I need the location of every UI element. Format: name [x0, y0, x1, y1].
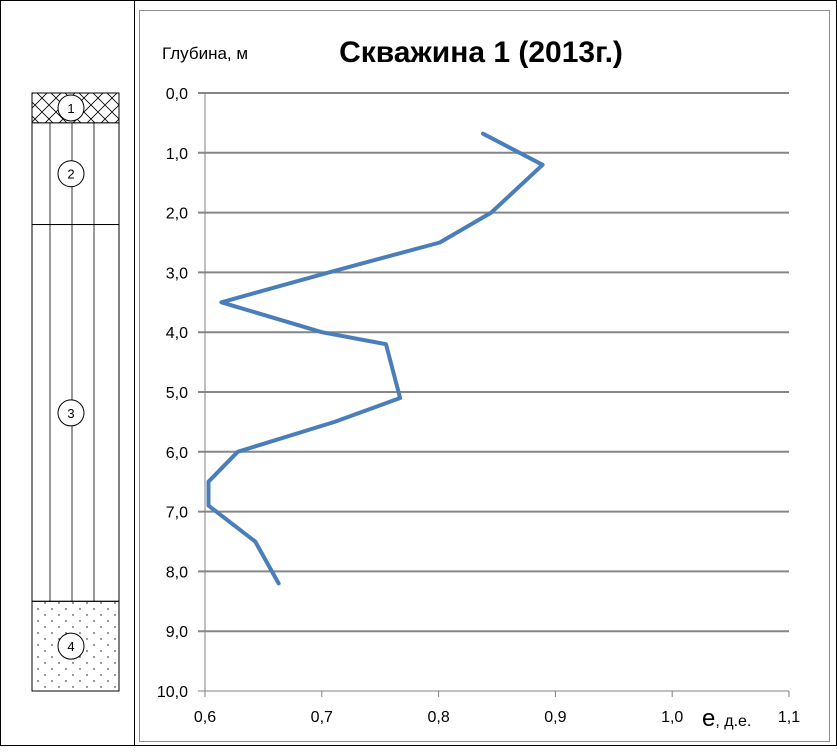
x-tick-label: 0,6 [194, 709, 216, 726]
chart-area-border [139, 10, 830, 742]
y-tick-label: 9,0 [166, 624, 188, 641]
layer-number-circle [57, 160, 85, 188]
y-tick-labels: 0,0 1,0 2,0 3,0 4,0 5,0 6,0 7,0 8,0 9,0 10,0 [157, 86, 188, 701]
series-line [206, 131, 545, 586]
y-tick-label: 7,0 [166, 505, 188, 522]
y-tick-label: 6,0 [166, 445, 188, 462]
lithology-column: 1 2 3 4 [31, 92, 120, 692]
y-axis-label: Глубина, м [162, 44, 248, 63]
x-tick-label: 0,9 [544, 709, 566, 726]
layer-4: 4 [31, 600, 120, 692]
layer-number: 1 [67, 101, 74, 116]
layer-number-circle [57, 399, 85, 427]
layer-number-circle [57, 94, 85, 122]
x-tick-labels: 0,6 0,7 0,8 0,9 1,0 1,1 [194, 709, 800, 726]
layer-fill [31, 600, 120, 692]
x-tick-label: 0,7 [311, 709, 333, 726]
x-axis-label: e, д.е. [702, 705, 751, 732]
gridlines [198, 92, 790, 697]
y-tick-label: 2,0 [166, 206, 188, 223]
series-layer [206, 131, 545, 586]
layer-number: 3 [67, 406, 74, 421]
x-axis-label-symbol: e [702, 705, 715, 732]
layer-number: 2 [67, 167, 74, 182]
y-tick-label: 0,0 [166, 86, 188, 103]
layer-1: 1 [31, 92, 120, 124]
y-tick-label: 10,0 [157, 684, 188, 701]
layer-3: 3 [31, 224, 120, 602]
y-tick-label: 3,0 [166, 265, 188, 282]
layer-number-circle [57, 632, 85, 660]
x-axis-label-unit: , д.е. [715, 713, 751, 730]
x-tick-label: 1,0 [661, 709, 683, 726]
layer-number: 4 [67, 639, 74, 654]
y-tick-label: 1,0 [166, 146, 188, 163]
x-tick-label: 1,1 [778, 709, 800, 726]
y-tick-label: 8,0 [166, 564, 188, 581]
x-tick-label: 0,8 [427, 709, 449, 726]
y-tick-label: 5,0 [166, 385, 188, 402]
layer-2: 2 [31, 122, 120, 226]
chart-title: Скважина 1 (2013г.) [339, 36, 623, 69]
y-tick-label: 4,0 [166, 325, 188, 342]
